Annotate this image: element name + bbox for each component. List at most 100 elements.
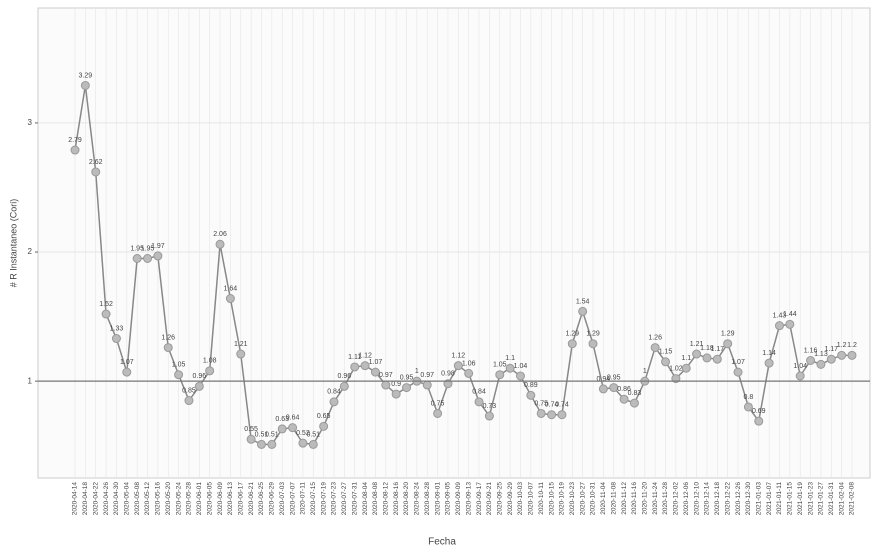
x-tick-label: 2020-05-28 — [186, 482, 193, 516]
data-point — [246, 434, 256, 444]
x-tick-label: 2020-04-18 — [82, 482, 89, 516]
data-point — [733, 367, 743, 377]
x-tick-label: 2020-11-28 — [662, 482, 669, 515]
data-point — [70, 145, 80, 155]
data-label: 1.13 — [814, 351, 828, 358]
data-label: 1.04 — [514, 363, 528, 370]
data-point — [661, 357, 671, 367]
x-tick-label: 2020-12-18 — [714, 482, 721, 516]
data-label: 1.52 — [99, 301, 113, 308]
data-point — [464, 368, 474, 378]
x-tick-label: 2020-06-21 — [248, 482, 255, 516]
data-label: 1.29 — [586, 331, 600, 338]
data-point — [132, 253, 142, 263]
data-point — [288, 423, 298, 433]
x-tick-label: 2020-12-14 — [704, 482, 711, 516]
data-label: 1.64 — [224, 285, 238, 292]
data-label: 0.96 — [193, 373, 207, 380]
data-label: 1 — [643, 368, 647, 375]
data-label: 0.98 — [441, 371, 455, 378]
data-label: 0.75 — [431, 400, 445, 407]
data-label: 1.21 — [234, 341, 248, 348]
x-tick-label: 2020-09-13 — [465, 482, 472, 516]
data-point — [277, 424, 287, 434]
data-label: 1.02 — [669, 365, 683, 372]
data-label: 0.75 — [534, 400, 548, 407]
data-point — [578, 306, 588, 316]
x-axis-label: Fecha — [428, 537, 456, 548]
data-label: 0.84 — [327, 389, 341, 396]
data-point — [515, 371, 525, 381]
data-point — [194, 381, 204, 391]
data-point — [484, 411, 494, 421]
data-label: 0.64 — [286, 414, 300, 421]
data-label: 1.2 — [847, 342, 857, 349]
x-tick-label: 2020-11-20 — [642, 482, 649, 515]
data-point — [826, 354, 836, 364]
x-tick-label: 2020-12-30 — [745, 482, 752, 516]
data-label: 1.54 — [576, 298, 590, 305]
x-tick-label: 2020-08-24 — [414, 482, 421, 516]
data-point — [163, 343, 173, 353]
data-point — [743, 402, 753, 412]
data-label: 1.15 — [659, 349, 673, 356]
x-tick-label: 2020-06-17 — [237, 482, 244, 516]
x-tick-label: 2020-07-11 — [300, 482, 307, 515]
x-tick-label: 2020-07-23 — [331, 482, 338, 516]
plot-area — [37, 7, 871, 479]
data-label: 1.16 — [804, 347, 818, 354]
data-label: 1.26 — [648, 334, 662, 341]
x-tick-label: 2020-04-14 — [72, 482, 79, 516]
x-tick-label: 2020-07-03 — [279, 482, 286, 516]
x-tick-label: 2020-10-11 — [538, 482, 545, 515]
data-point — [557, 410, 567, 420]
data-label: 1.43 — [773, 312, 787, 319]
data-point — [391, 389, 401, 399]
data-point — [101, 309, 111, 319]
data-label: 0.89 — [524, 382, 538, 389]
x-tick-label: 2020-04-26 — [103, 482, 110, 516]
x-tick-label: 2020-05-08 — [134, 482, 141, 516]
x-tick-label: 2020-11-12 — [621, 482, 628, 515]
data-point — [422, 380, 432, 390]
data-point — [692, 349, 702, 359]
data-point — [547, 410, 557, 420]
x-tick-label: 2020-06-25 — [258, 482, 265, 516]
data-label: 1.07 — [120, 359, 134, 366]
data-point — [681, 363, 691, 373]
x-tick-label: 2020-09-01 — [434, 482, 441, 516]
data-label: 1.97 — [151, 243, 165, 250]
data-point — [236, 349, 246, 359]
data-point — [795, 371, 805, 381]
y-tick-label: 2 — [28, 247, 33, 256]
x-tick-label: 2021-01-11 — [776, 482, 783, 515]
data-label: 1.44 — [783, 311, 797, 318]
data-label: 0.52 — [296, 430, 310, 437]
data-point — [598, 384, 608, 394]
x-tick-label: 2020-10-15 — [548, 482, 555, 516]
data-label: 0.65 — [317, 413, 331, 420]
x-tick-label: 2021-01-03 — [755, 482, 762, 516]
data-label: 0.69 — [752, 408, 766, 415]
x-tick-label: 2021-01-15 — [787, 482, 794, 516]
x-tick-label: 2020-09-05 — [445, 482, 452, 516]
x-tick-label: 2020-12-22 — [724, 482, 731, 516]
x-tick-label: 2020-06-29 — [269, 482, 276, 516]
data-label: 1.04 — [793, 363, 807, 370]
data-point — [215, 239, 225, 249]
x-tick-label: 2020-11-16 — [631, 482, 638, 515]
x-tick-label: 2020-10-23 — [569, 482, 576, 516]
data-label: 1.11 — [348, 354, 361, 361]
data-point — [80, 80, 90, 90]
x-tick-label: 2020-12-02 — [673, 482, 680, 516]
x-tick-label: 2020-10-19 — [559, 482, 566, 516]
data-point — [225, 294, 235, 304]
x-tick-label: 2020-10-27 — [579, 482, 586, 516]
data-point — [526, 390, 536, 400]
data-label: 1.29 — [721, 331, 735, 338]
data-label: 1.29 — [565, 331, 579, 338]
data-label: 1.21 — [690, 341, 704, 348]
data-label: 1.1 — [505, 355, 515, 362]
x-tick-label: 2020-10-07 — [528, 482, 535, 516]
